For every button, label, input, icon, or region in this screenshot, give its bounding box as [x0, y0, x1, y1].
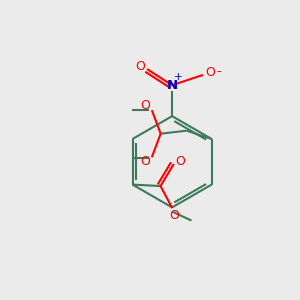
Text: O: O — [206, 66, 215, 79]
Text: O: O — [175, 155, 185, 168]
Text: O: O — [140, 155, 150, 168]
Text: O: O — [135, 60, 145, 73]
Text: O: O — [169, 209, 179, 222]
Text: +: + — [174, 72, 182, 82]
Text: O: O — [140, 99, 150, 112]
Text: -: - — [216, 65, 220, 79]
Text: N: N — [167, 79, 178, 92]
